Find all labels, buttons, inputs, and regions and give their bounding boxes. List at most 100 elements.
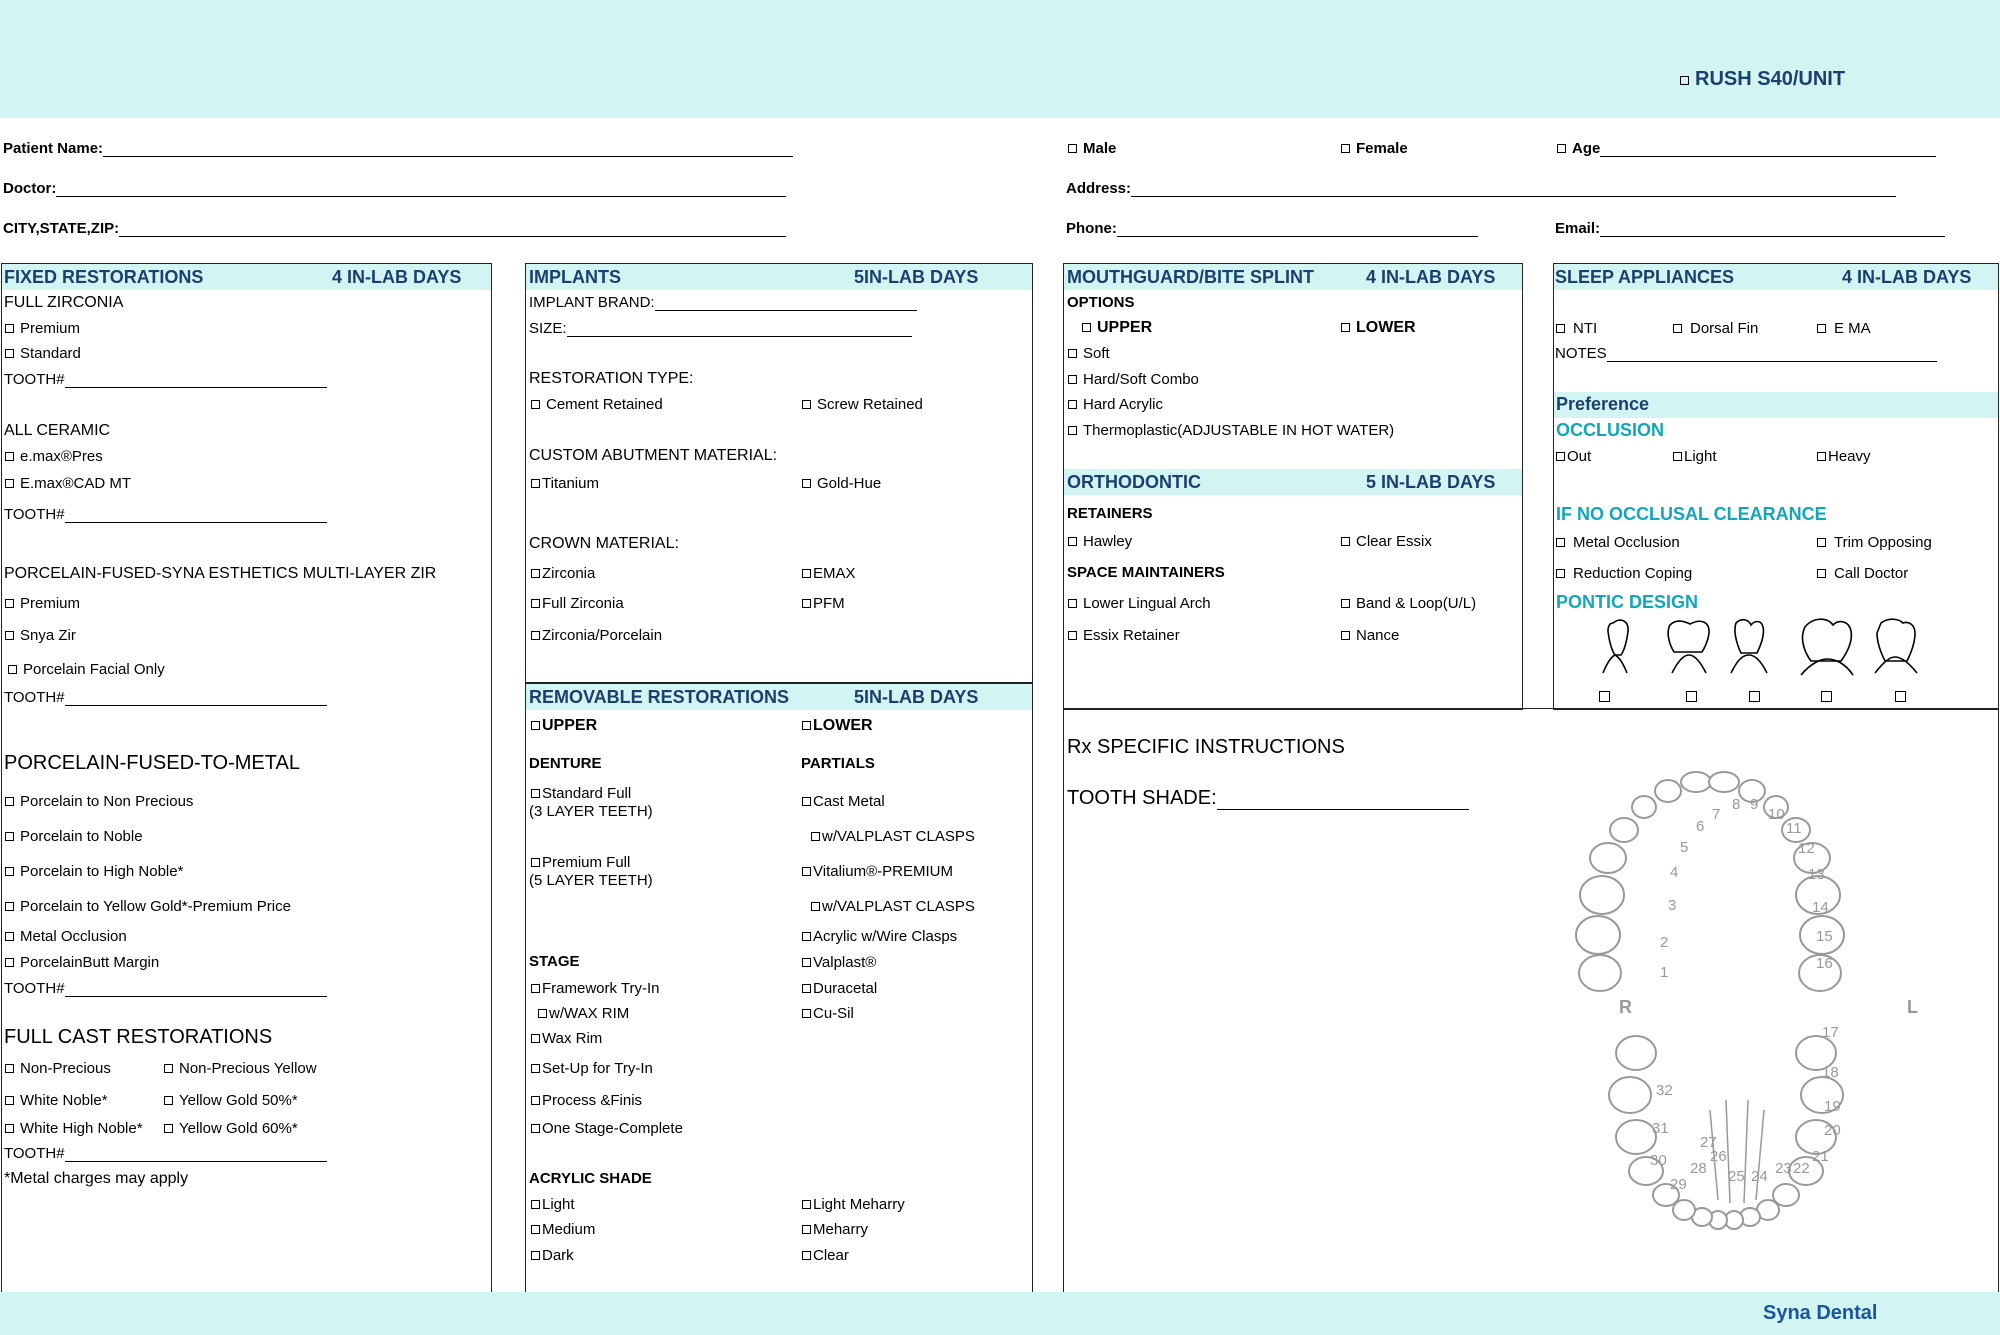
tooth-field-1[interactable]: TOOTH# <box>4 371 327 388</box>
tooth-icon[interactable] <box>1799 915 1845 955</box>
tooth-field-5[interactable]: TOOTH# <box>4 1145 327 1162</box>
mouthguard-option-4[interactable]: Thermoplastic(ADJUSTABLE IN HOT WATER) <box>1068 422 1394 439</box>
crown-emax-option[interactable]: EMAX <box>802 565 856 582</box>
tooth-icon[interactable] <box>1575 915 1621 955</box>
shade-left-option-3[interactable]: Dark <box>531 1247 574 1264</box>
essix-retainer-option[interactable]: Essix Retainer <box>1068 627 1180 644</box>
shade-right-option-1[interactable]: Light Meharry <box>802 1196 905 1213</box>
cement-retained-option[interactable]: Cement Retained <box>531 396 663 413</box>
rush-option[interactable]: RUSH S40/UNIT <box>1680 68 1845 91</box>
tooth-icon[interactable] <box>1654 779 1682 803</box>
mouthguard-option-3[interactable]: Hard Acrylic <box>1068 396 1163 413</box>
screw-retained-option[interactable]: Screw Retained <box>802 396 923 413</box>
partial-option-3[interactable]: Vitalium®-PREMIUM <box>802 863 953 880</box>
call-doctor-option[interactable]: Call Doctor <box>1817 565 1908 582</box>
cast-right-option-3[interactable]: Yellow Gold 60%* <box>164 1120 298 1137</box>
tooth-shade-field[interactable]: TOOTH SHADE: <box>1067 787 1469 810</box>
pfs-premium-option[interactable]: Premium <box>5 595 80 612</box>
standard-full-option[interactable]: Standard Full <box>531 785 631 802</box>
tooth-icon[interactable] <box>1793 842 1831 874</box>
partial-option-7[interactable]: Duracetal <box>802 980 877 997</box>
occlusion-out-option[interactable]: Out <box>1556 448 1591 465</box>
city-field[interactable]: CITY,STATE,ZIP: <box>3 220 787 237</box>
doctor-field[interactable]: Doctor: <box>3 180 787 197</box>
reduction-coping-option[interactable]: Reduction Coping <box>1556 565 1692 582</box>
premium-full-option[interactable]: Premium Full <box>531 854 630 871</box>
tooth-icon[interactable] <box>1615 1035 1657 1071</box>
zirconia-premium-option[interactable]: Premium <box>5 320 80 337</box>
nti-option[interactable]: NTI <box>1556 320 1597 337</box>
stage-option-3[interactable]: Wax Rim <box>531 1030 602 1047</box>
partial-option-5[interactable]: Acrylic w/Wire Clasps <box>802 928 957 945</box>
stage-option-4[interactable]: Set-Up for Try-In <box>531 1060 653 1077</box>
tooth-field-3[interactable]: TOOTH# <box>4 689 327 706</box>
zirconia-standard-option[interactable]: Standard <box>5 345 81 362</box>
removable-lower-option[interactable]: LOWER <box>802 717 873 735</box>
tooth-icon[interactable] <box>1631 795 1657 819</box>
tooth-icon[interactable] <box>1579 875 1625 915</box>
tooth-icon[interactable] <box>1578 954 1622 992</box>
tooth-icon[interactable] <box>1589 842 1627 874</box>
tooth-field-2[interactable]: TOOTH# <box>4 506 327 523</box>
snya-zir-option[interactable]: Snya Zir <box>5 627 76 644</box>
partial-option-8[interactable]: Cu-Sil <box>802 1005 854 1022</box>
pfm-option-5[interactable]: Metal Occlusion <box>5 928 127 945</box>
partial-option-1[interactable]: Cast Metal <box>802 793 885 810</box>
cast-left-option-2[interactable]: White Noble* <box>5 1092 108 1109</box>
tooth-icon[interactable] <box>1672 1199 1696 1221</box>
tooth-field-4[interactable]: TOOTH# <box>4 980 327 997</box>
mouthguard-upper-option[interactable]: UPPER <box>1082 319 1152 337</box>
partial-option-4[interactable]: w/VALPLAST CLASPS <box>811 898 975 915</box>
tooth-icon[interactable] <box>1738 779 1766 803</box>
pontic-checkbox-5[interactable] <box>1895 689 1912 706</box>
sleep-notes-field[interactable]: NOTES <box>1555 345 1937 362</box>
dorsal-fin-option[interactable]: Dorsal Fin <box>1673 320 1758 337</box>
hawley-option[interactable]: Hawley <box>1068 533 1132 550</box>
ema-option[interactable]: E MA <box>1817 320 1871 337</box>
tooth-icon[interactable] <box>1795 1035 1837 1071</box>
cast-left-option-3[interactable]: White High Noble* <box>5 1120 143 1137</box>
crown-zir-porcelain-option[interactable]: Zirconia/Porcelain <box>531 627 662 644</box>
titanium-option[interactable]: Titanium <box>531 475 599 492</box>
stage-option-1[interactable]: Framework Try-In <box>531 980 660 997</box>
stage-option-2[interactable]: w/WAX RIM <box>538 1005 629 1022</box>
mouthguard-option-1[interactable]: Soft <box>1068 345 1110 362</box>
mouthguard-lower-option[interactable]: LOWER <box>1341 319 1416 337</box>
rush-checkbox[interactable] <box>1680 76 1689 85</box>
trim-opposing-option[interactable]: Trim Opposing <box>1817 534 1932 551</box>
tooth-icon[interactable] <box>1788 1156 1824 1186</box>
pfm-option-6[interactable]: PorcelainButt Margin <box>5 954 159 971</box>
pontic-checkbox-1[interactable] <box>1599 689 1616 706</box>
patient-name-field[interactable]: Patient Name: <box>3 140 794 157</box>
partial-option-6[interactable]: Valplast® <box>802 954 876 971</box>
shade-right-option-3[interactable]: Clear <box>802 1247 849 1264</box>
emax-cad-option[interactable]: E.max®CAD MT <box>5 475 131 492</box>
tooth-icon[interactable] <box>1608 1076 1652 1114</box>
crown-pfm-option[interactable]: PFM <box>802 595 845 612</box>
pontic-checkbox-4[interactable] <box>1821 689 1838 706</box>
female-option[interactable]: Female <box>1341 140 1408 157</box>
tooth-icon[interactable] <box>1609 817 1639 843</box>
emax-press-option[interactable]: e.max®Pres <box>5 448 103 465</box>
nance-option[interactable]: Nance <box>1341 627 1399 644</box>
crown-zirconia-option[interactable]: Zirconia <box>531 565 595 582</box>
gold-hue-option[interactable]: Gold-Hue <box>802 475 881 492</box>
address-field[interactable]: Address: <box>1066 180 1897 197</box>
pfm-option-3[interactable]: Porcelain to High Noble* <box>5 863 183 880</box>
cast-left-option-1[interactable]: Non-Precious <box>5 1060 111 1077</box>
tooth-icon[interactable] <box>1652 1183 1680 1207</box>
occlusion-light-option[interactable]: Light <box>1673 448 1717 465</box>
tooth-icon[interactable] <box>1795 875 1841 915</box>
tooth-icon[interactable] <box>1781 817 1811 843</box>
implant-brand-field[interactable]: IMPLANT BRAND: <box>529 294 917 311</box>
tooth-icon[interactable] <box>1798 954 1842 992</box>
tooth-icon[interactable] <box>1615 1119 1657 1155</box>
removable-upper-option[interactable]: UPPER <box>531 717 597 735</box>
band-loop-option[interactable]: Band & Loop(U/L) <box>1341 595 1476 612</box>
tooth-icon[interactable] <box>1628 1156 1664 1186</box>
email-field[interactable]: Email: <box>1555 220 1946 237</box>
tooth-icon[interactable] <box>1772 1183 1800 1207</box>
shade-left-option-1[interactable]: Light <box>531 1196 575 1213</box>
pfm-option-1[interactable]: Porcelain to Non Precious <box>5 793 193 810</box>
